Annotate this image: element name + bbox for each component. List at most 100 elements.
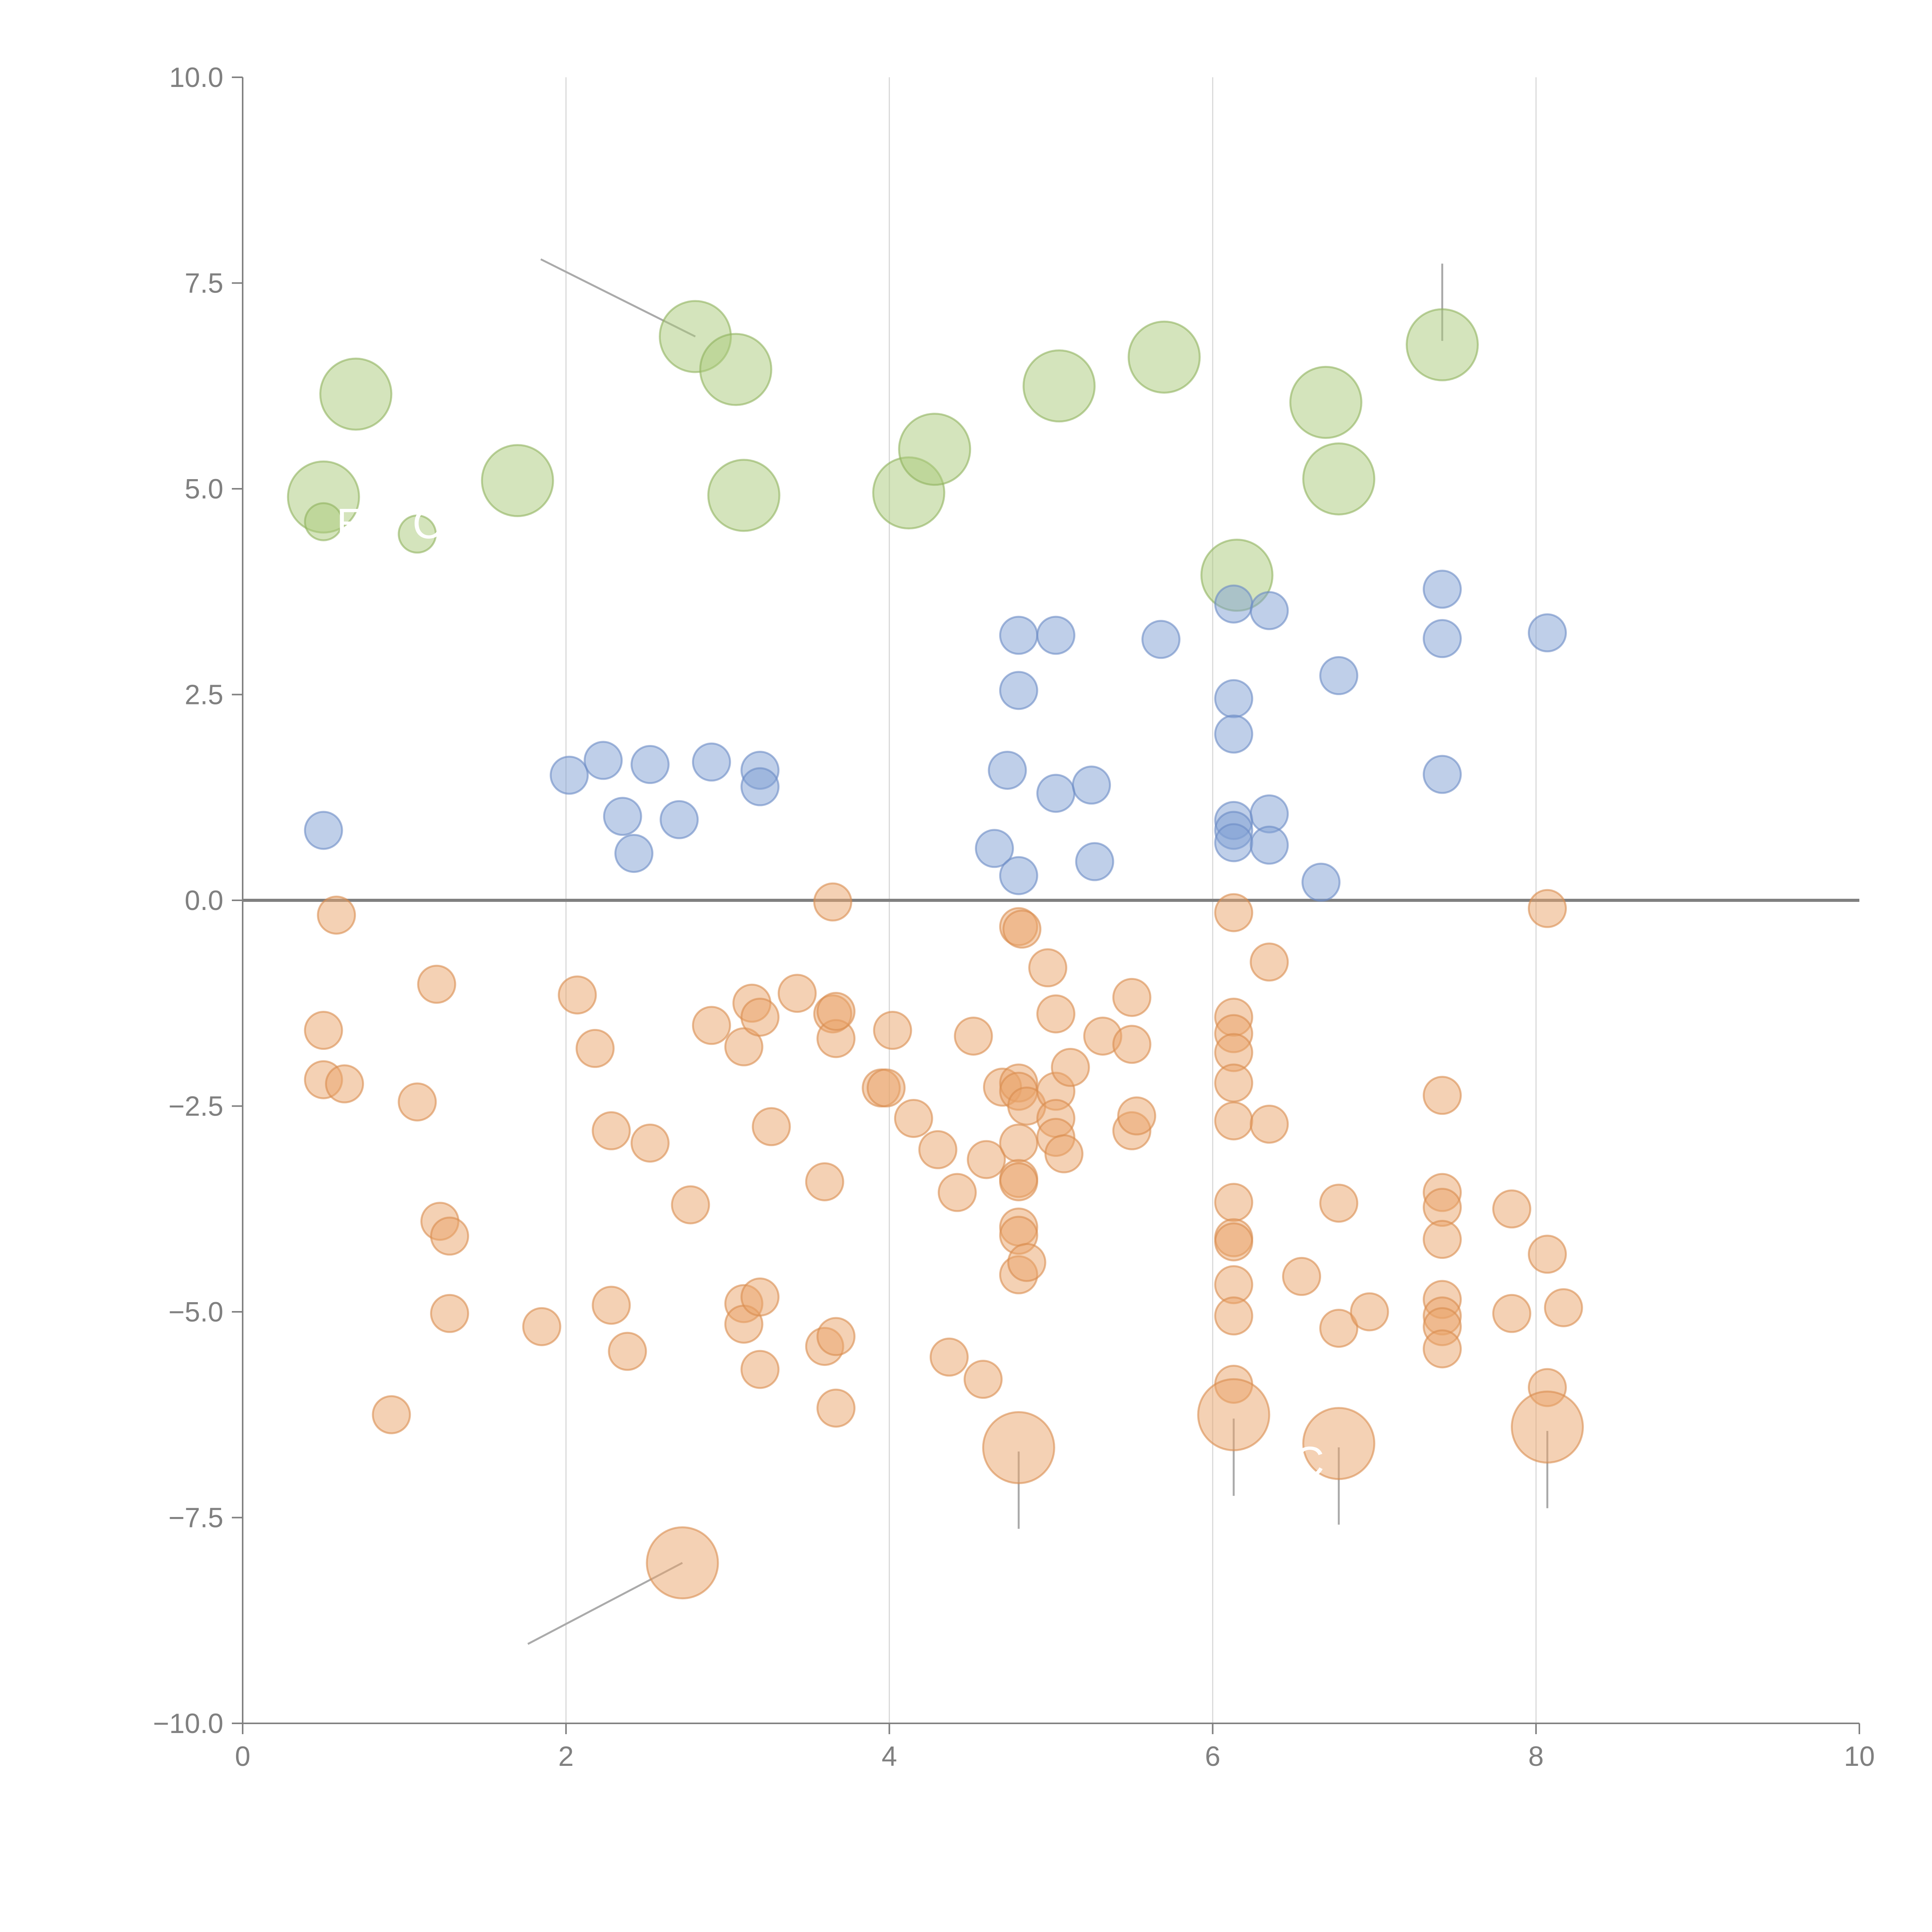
- data-point: [646, 1526, 719, 1600]
- data-point: [558, 975, 597, 1015]
- data-point: [1302, 442, 1376, 515]
- data-point: [1510, 1390, 1584, 1464]
- data-point: [740, 1350, 780, 1389]
- data-point: [777, 974, 817, 1013]
- annotation-label: C: [1294, 1438, 1324, 1486]
- data-point: [724, 1027, 764, 1066]
- y-tick-label: 5.0: [185, 474, 223, 505]
- data-point: [1319, 656, 1359, 696]
- data-point: [1214, 714, 1253, 754]
- data-point: [1214, 1063, 1253, 1103]
- data-point: [1319, 1309, 1359, 1348]
- data-point: [1214, 584, 1253, 624]
- data-point: [319, 357, 393, 431]
- data-point: [816, 992, 856, 1031]
- data-point: [1197, 1378, 1270, 1451]
- y-tick-label: −5.0: [168, 1297, 223, 1328]
- data-point: [549, 755, 589, 795]
- data-point: [813, 882, 852, 922]
- x-tick-label: 6: [1205, 1741, 1220, 1772]
- data-point: [325, 1064, 364, 1104]
- data-point: [982, 1411, 1055, 1484]
- x-tick-label: 4: [882, 1741, 897, 1772]
- data-point: [1302, 1407, 1376, 1480]
- data-point: [1036, 774, 1076, 813]
- data-point: [1072, 765, 1111, 805]
- data-point: [740, 1277, 780, 1317]
- data-point: [1319, 1184, 1359, 1223]
- data-point: [707, 459, 781, 532]
- data-point: [752, 1107, 791, 1146]
- data-point: [937, 1173, 977, 1212]
- data-point: [583, 741, 623, 780]
- data-point: [1492, 1294, 1531, 1333]
- data-point: [805, 1162, 844, 1201]
- data-point: [671, 1185, 710, 1225]
- data-point: [999, 671, 1038, 710]
- data-point: [1250, 591, 1289, 630]
- data-point: [740, 767, 780, 806]
- x-tick-label: 0: [235, 1741, 250, 1772]
- data-point: [430, 1216, 469, 1256]
- data-point: [417, 964, 456, 1004]
- data-point: [522, 1307, 561, 1346]
- data-point: [1423, 755, 1462, 794]
- data-point: [630, 745, 670, 784]
- data-point: [398, 514, 437, 554]
- annotations: E CC: [337, 500, 1324, 1486]
- data-point: [1527, 613, 1567, 653]
- data-point: [1141, 620, 1181, 659]
- data-point: [1214, 1183, 1253, 1222]
- data-point: [1051, 1048, 1090, 1087]
- data-point: [999, 1162, 1038, 1201]
- data-point: [372, 1395, 411, 1434]
- data-point: [630, 1123, 670, 1163]
- data-point: [1007, 1243, 1046, 1282]
- data-point: [603, 797, 642, 836]
- data-point: [1423, 570, 1462, 609]
- data-point: [481, 444, 554, 517]
- data-point: [1527, 1235, 1567, 1274]
- data-point: [614, 834, 654, 873]
- y-tick-label: 0.0: [185, 885, 223, 916]
- data-point: [692, 742, 731, 782]
- data-point: [304, 502, 343, 541]
- data-point: [1423, 1329, 1462, 1369]
- y-tick-label: 7.5: [185, 268, 223, 299]
- data-point: [1214, 1296, 1253, 1336]
- data-point: [398, 1082, 437, 1122]
- data-point: [1350, 1292, 1389, 1332]
- data-point: [988, 750, 1027, 790]
- data-point: [873, 1011, 912, 1050]
- data-point: [592, 1111, 631, 1150]
- y-tick-label: 10.0: [169, 62, 223, 93]
- data-point: [898, 413, 971, 486]
- data-point: [1250, 825, 1289, 865]
- data-point: [999, 1123, 1038, 1163]
- data-point: [1117, 1096, 1156, 1136]
- data-point: [592, 1286, 631, 1325]
- data-point: [1044, 1134, 1083, 1173]
- data-point: [894, 1099, 933, 1138]
- data-point: [816, 1317, 856, 1356]
- data-point: [1406, 308, 1479, 381]
- data-point: [699, 333, 772, 406]
- data-point: [1214, 1101, 1253, 1141]
- data-point: [1022, 349, 1096, 423]
- data-point: [1128, 320, 1201, 394]
- data-point: [1423, 619, 1462, 658]
- data-point: [1214, 823, 1253, 862]
- data-point: [1112, 978, 1151, 1017]
- data-point: [1423, 1076, 1462, 1115]
- data-point: [918, 1130, 957, 1169]
- data-point: [1527, 889, 1567, 928]
- data-point: [1250, 942, 1289, 982]
- data-point: [608, 1332, 647, 1371]
- data-point: [430, 1294, 469, 1333]
- data-point: [740, 997, 780, 1037]
- data-point: [954, 1016, 993, 1056]
- data-point: [1492, 1189, 1531, 1229]
- y-tick-label: −7.5: [168, 1503, 223, 1534]
- data-point: [1289, 366, 1362, 439]
